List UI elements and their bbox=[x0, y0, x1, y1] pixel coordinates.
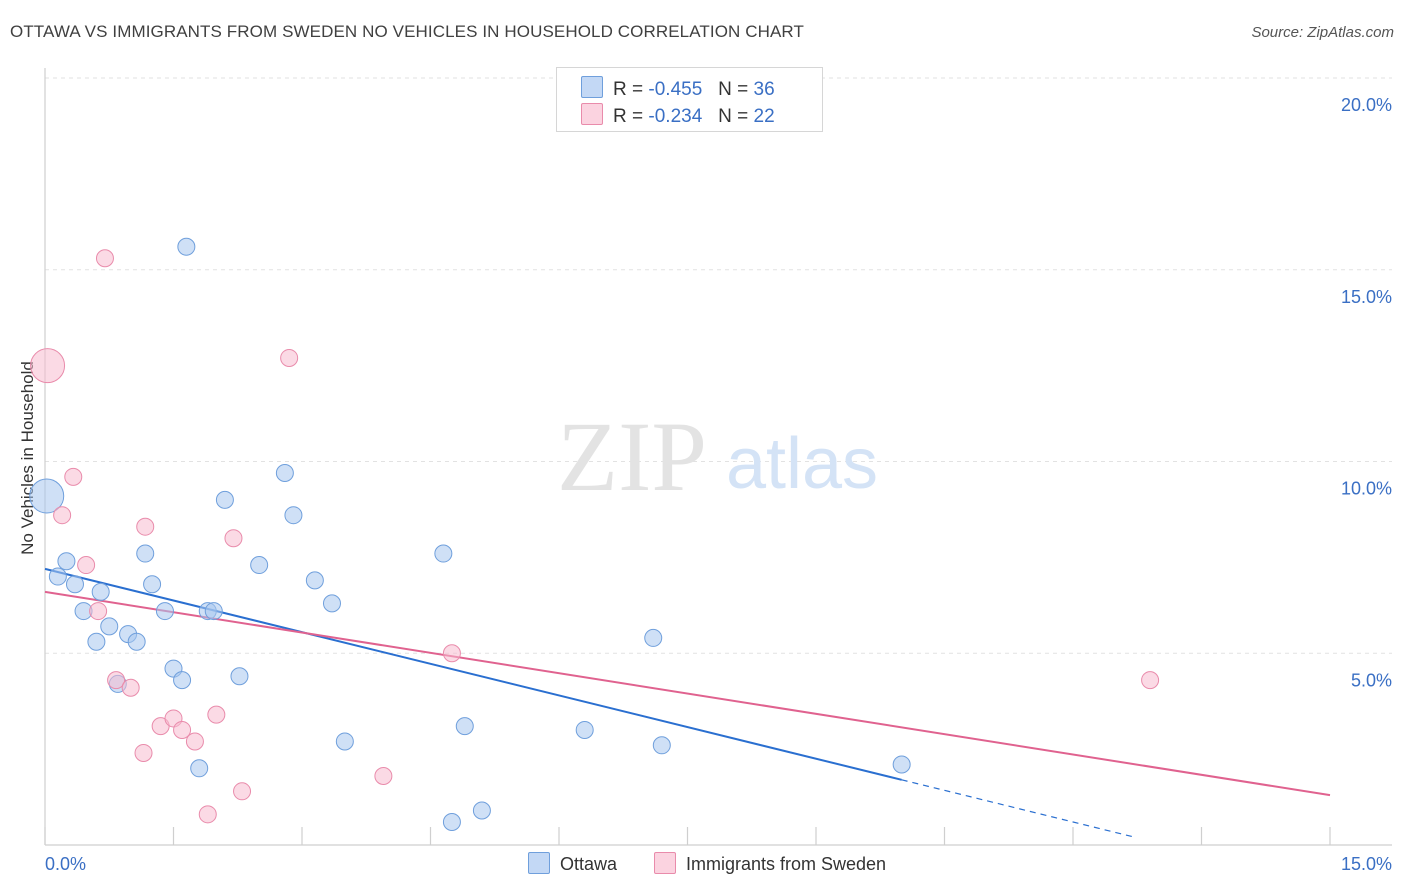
ottawa-point bbox=[65, 575, 84, 594]
sweden-point bbox=[77, 556, 96, 575]
ottawa-point bbox=[215, 490, 234, 509]
ottawa-point bbox=[204, 602, 223, 621]
n-value-ottawa: 36 bbox=[753, 79, 775, 100]
watermark: ZIP atlas bbox=[557, 401, 878, 512]
axes bbox=[44, 68, 1392, 846]
legend-item-ottawa: Ottawa bbox=[528, 852, 617, 875]
y-tick-label: 20.0% bbox=[1341, 95, 1392, 115]
sweden-point bbox=[134, 743, 153, 762]
points bbox=[29, 237, 1160, 831]
ottawa-legend-label: Ottawa bbox=[560, 854, 618, 874]
y-tick-label: 10.0% bbox=[1341, 479, 1392, 499]
n-label: N = bbox=[718, 106, 749, 127]
tick-labels: 5.0% 10.0% 15.0% 20.0% 0.0% 15.0% bbox=[45, 95, 1392, 874]
ottawa-point bbox=[305, 571, 324, 590]
sweden-point bbox=[121, 678, 140, 697]
sweden-point bbox=[374, 766, 393, 785]
gridlines bbox=[45, 77, 1392, 654]
ottawa-point bbox=[434, 544, 453, 563]
ottawa-point bbox=[250, 556, 269, 575]
ottawa-point bbox=[275, 464, 294, 483]
ottawa-point bbox=[455, 717, 474, 736]
sweden-point bbox=[30, 348, 66, 384]
sweden-point bbox=[64, 467, 83, 486]
watermark-atlas: atlas bbox=[726, 424, 878, 504]
sweden-point bbox=[107, 671, 126, 690]
ottawa-point bbox=[136, 544, 155, 563]
legend-item-sweden: Immigrants from Sweden bbox=[654, 852, 886, 875]
stats-legend: R = -0.455 N = 36 R = -0.234 N = 22 bbox=[556, 67, 823, 132]
ottawa-point bbox=[91, 582, 110, 601]
ottawa-legend-swatch bbox=[528, 852, 550, 874]
r-value-ottawa: -0.455 bbox=[648, 79, 703, 100]
r-label: R = bbox=[613, 79, 644, 100]
y-tick-label: 5.0% bbox=[1351, 670, 1392, 690]
ottawa-point bbox=[48, 567, 67, 586]
x-tick-label: 15.0% bbox=[1341, 854, 1392, 874]
legend-row-ottawa: R = -0.455 N = 36 bbox=[581, 76, 775, 101]
ottawa-swatch bbox=[581, 76, 603, 98]
sweden-point bbox=[185, 732, 204, 751]
watermark-zip: ZIP bbox=[557, 401, 707, 512]
n-value-sweden: 22 bbox=[753, 106, 775, 127]
sweden-point bbox=[233, 782, 252, 801]
n-label: N = bbox=[718, 79, 749, 100]
sweden-point bbox=[136, 517, 155, 536]
trendlines bbox=[44, 567, 1331, 838]
legend-row-sweden: R = -0.234 N = 22 bbox=[581, 103, 775, 128]
ottawa-trendline bbox=[44, 567, 902, 781]
ottawa-point bbox=[173, 671, 192, 690]
ottawa-point bbox=[29, 478, 65, 514]
sweden-point bbox=[207, 705, 226, 724]
ottawa-point bbox=[284, 506, 303, 525]
ottawa-point bbox=[322, 594, 341, 613]
ottawa-point bbox=[230, 667, 249, 686]
sweden-point bbox=[280, 348, 299, 367]
sweden-trendline bbox=[44, 590, 1331, 797]
sweden-legend-swatch bbox=[654, 852, 676, 874]
x-tick-label: 0.0% bbox=[45, 854, 86, 874]
sweden-swatch bbox=[581, 103, 603, 125]
ottawa-point bbox=[652, 736, 671, 755]
sweden-point bbox=[173, 720, 192, 739]
sweden-point bbox=[224, 529, 243, 548]
chart-title: OTTAWA VS IMMIGRANTS FROM SWEDEN NO VEHI… bbox=[10, 22, 804, 41]
source-label: Source: ZipAtlas.com bbox=[1251, 24, 1394, 41]
ottawa-point bbox=[190, 759, 209, 778]
ottawa-trendline-extension bbox=[901, 779, 1134, 838]
sweden-point bbox=[95, 249, 114, 268]
ottawa-point bbox=[472, 801, 491, 820]
r-label: R = bbox=[613, 106, 644, 127]
ottawa-point bbox=[155, 602, 174, 621]
ottawa-point bbox=[575, 720, 594, 739]
ottawa-point bbox=[143, 575, 162, 594]
sweden-point bbox=[442, 644, 461, 663]
sweden-point bbox=[53, 506, 72, 525]
ottawa-point bbox=[177, 237, 196, 256]
sweden-legend-label: Immigrants from Sweden bbox=[686, 854, 887, 874]
ottawa-point bbox=[57, 552, 76, 571]
ottawa-point bbox=[644, 628, 663, 647]
ottawa-point bbox=[892, 755, 911, 774]
ottawa-point bbox=[127, 632, 146, 651]
ottawa-point bbox=[100, 617, 119, 636]
sweden-point bbox=[198, 805, 217, 824]
sweden-point bbox=[89, 602, 108, 621]
y-tick-label: 15.0% bbox=[1341, 287, 1392, 307]
ottawa-point bbox=[442, 812, 461, 831]
r-value-sweden: -0.234 bbox=[648, 106, 703, 127]
ottawa-point bbox=[335, 732, 354, 751]
sweden-point bbox=[1141, 671, 1160, 690]
ottawa-point bbox=[87, 632, 106, 651]
